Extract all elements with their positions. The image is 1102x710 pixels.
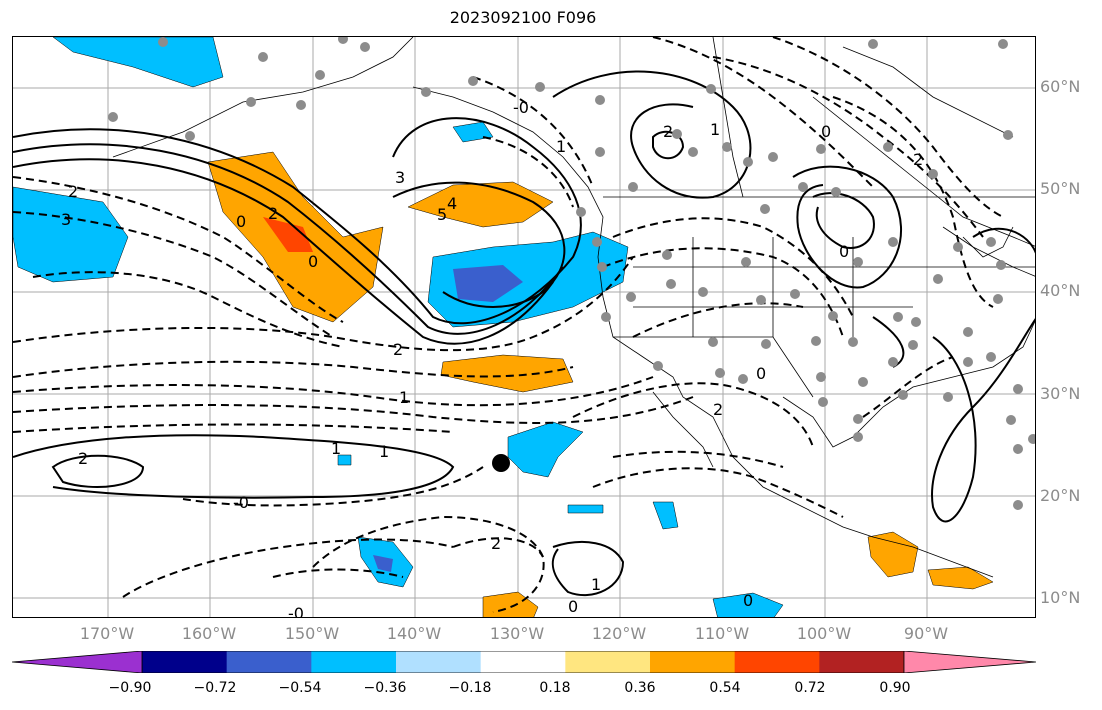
colorbar-tick: −0.72 (193, 680, 237, 696)
contour-labels: -0 2 3 0 2 0 3 4 5 1 1 2 2 0 2 1 -0 0 2 … (61, 98, 923, 618)
colorbar-tick: −0.54 (278, 680, 322, 696)
contour-label: 2 (913, 150, 923, 169)
lon-label: 170°W (79, 624, 135, 643)
storm-marker-dot (492, 454, 510, 472)
contour-label: -0 (233, 493, 249, 512)
contour-label: 4 (447, 194, 457, 213)
contour-label: -0 (513, 98, 529, 117)
dashed-contours (13, 37, 1004, 613)
contour-label: -0 (288, 604, 304, 618)
map-canvas: -0 2 3 0 2 0 3 4 5 1 1 2 2 0 2 1 -0 0 2 … (13, 37, 1035, 618)
lon-label: 140°W (386, 624, 442, 643)
lon-label: 90°W (903, 624, 949, 643)
contour-label: 0 (839, 242, 849, 261)
contour-label: 5 (437, 205, 447, 224)
contour-label: 0 (821, 122, 831, 141)
lon-label: 110°W (694, 624, 750, 643)
contour-label: 2 (663, 122, 673, 141)
contour-label: 1 (331, 439, 341, 458)
grid-lines (13, 37, 1035, 617)
lon-label: 120°W (591, 624, 647, 643)
contour-label: 0 (308, 252, 318, 271)
colorbar-tick: −0.36 (363, 680, 407, 696)
station-markers (108, 37, 1035, 510)
lat-label: 50°N (1040, 179, 1081, 198)
colorbar-tick: 0.72 (794, 680, 826, 696)
colorbar-tick: −0.90 (108, 680, 152, 696)
contour-label: 1 (591, 575, 601, 594)
contour-label: 1 (710, 120, 720, 139)
colorbar-segment (311, 651, 397, 673)
contour-label: 3 (61, 210, 71, 229)
lon-label: 160°W (181, 624, 237, 643)
colorbar-segment (650, 651, 736, 673)
contour-label: 1 (399, 388, 409, 407)
lat-label: 30°N (1040, 384, 1081, 403)
colorbar-arrow-right (903, 651, 1036, 673)
contour-label: 1 (379, 442, 389, 461)
contour-label: 0 (743, 591, 753, 610)
colorbar-segment (396, 651, 482, 673)
colorbar-segment (142, 651, 228, 673)
colorbar-tick: 0.36 (624, 680, 656, 696)
lat-label: 10°N (1040, 588, 1081, 607)
contour-label: 2 (268, 204, 278, 223)
contour-label: 2 (68, 182, 78, 201)
colorbar-segment (480, 651, 566, 673)
contour-label: 0 (756, 364, 766, 383)
colorbar-tick: 0.90 (879, 680, 911, 696)
lat-label: 20°N (1040, 486, 1081, 505)
map-title: 2023092100 F096 (449, 8, 597, 27)
contour-label: 2 (713, 400, 723, 419)
contour-label: 1 (556, 137, 566, 156)
contour-label: 2 (491, 534, 501, 553)
lon-label: 100°W (796, 624, 852, 643)
colorbar-segment (565, 651, 651, 673)
colorbar-segment (226, 651, 312, 673)
contour-label: 3 (395, 168, 405, 187)
contour-label: 2 (78, 449, 88, 468)
contour-label: 0 (236, 212, 246, 231)
shaded-regions (13, 37, 994, 617)
map-panel: -0 2 3 0 2 0 3 4 5 1 1 2 2 0 2 1 -0 0 2 … (12, 36, 1036, 618)
colorbar-segment (734, 651, 820, 673)
lon-label: 150°W (284, 624, 340, 643)
colorbar-tick: −0.18 (448, 680, 492, 696)
colorbar (12, 651, 1036, 673)
colorbar-segment (819, 651, 905, 673)
colorbar-tick: 0.54 (709, 680, 741, 696)
lon-label: 130°W (489, 624, 545, 643)
colorbar-tick: 0.18 (539, 680, 571, 696)
colorbar-arrow-left (12, 651, 143, 673)
contour-label: 0 (568, 597, 578, 616)
lat-label: 40°N (1040, 281, 1081, 300)
contour-label: 2 (393, 340, 403, 359)
lat-label: 60°N (1040, 77, 1081, 96)
solid-contours (13, 70, 1035, 597)
